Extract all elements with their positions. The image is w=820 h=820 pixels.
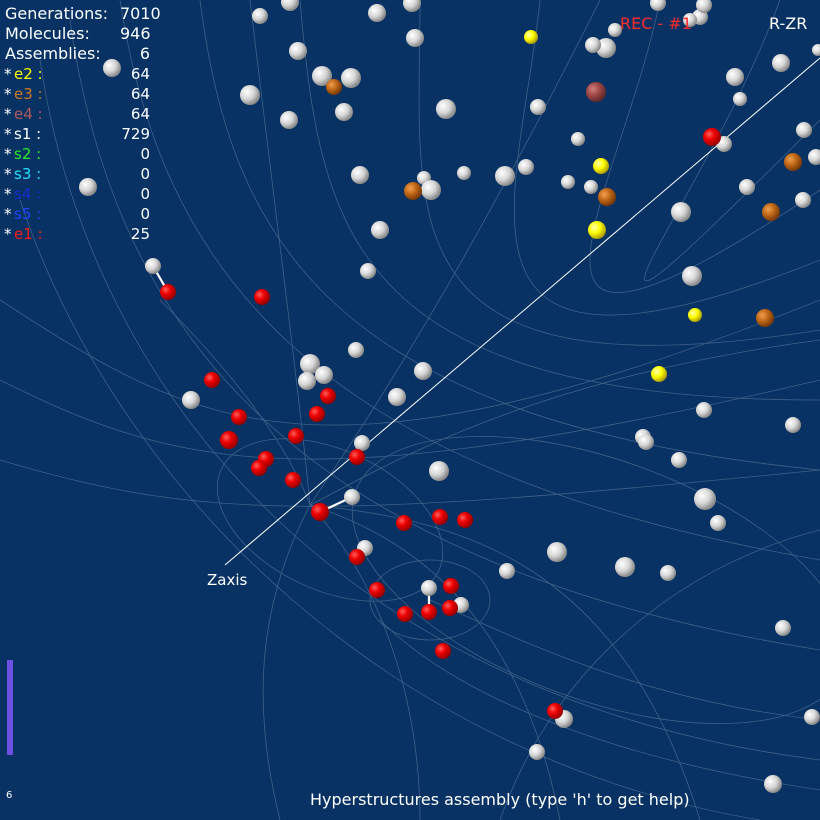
generations-value: 7010 [120,4,161,23]
type-star: * [4,85,12,103]
z-axis-label: Zaxis [207,571,248,589]
corner-number: 6 [6,790,13,801]
molecules-label: Molecules: [5,24,90,43]
molecules-value: 946 [120,24,151,43]
type-name: e2 : [14,65,43,83]
molecules [79,0,820,793]
type-star: * [4,65,12,83]
type-count: 64 [130,65,150,83]
type-star: * [4,205,12,223]
assemblies-label: Assemblies: [5,44,101,63]
type-name: s3 : [14,165,42,183]
type-star: * [4,125,12,143]
assemblies-value: 6 [139,44,150,63]
type-count: 0 [140,145,150,163]
type-count: 64 [130,105,150,123]
type-count: 729 [121,125,150,143]
type-name: e4 : [14,105,43,123]
type-count: 0 [140,185,150,203]
view-mode-label: R-ZR [769,14,808,33]
type-star: * [4,185,12,203]
molecule-e4 [586,82,606,102]
rec-indicator: REC - #1 [620,14,692,33]
type-name: s2 : [14,145,42,163]
molecule-e3 [326,79,802,327]
generations-label: Generations: [5,4,108,23]
type-count: 0 [140,165,150,183]
type-name: s4 : [14,185,42,203]
molecule-s1 [79,0,820,793]
type-name: e1 : [14,225,43,243]
type-star: * [4,165,12,183]
type-star: * [4,105,12,123]
type-star: * [4,225,12,243]
type-name: s5 : [14,205,42,223]
type-count: 0 [140,205,150,223]
type-name: e3 : [14,85,43,103]
type-star: * [4,145,12,163]
molecule-e1 [160,128,721,719]
help-footer: Hyperstructures assembly (type 'h' to ge… [310,790,690,809]
progress-bar [7,660,13,755]
z-axis-line [224,57,820,566]
molecule-e2 [524,30,702,382]
type-count: 25 [130,225,150,243]
type-count: 64 [130,85,150,103]
type-name: s1 : [14,125,42,143]
